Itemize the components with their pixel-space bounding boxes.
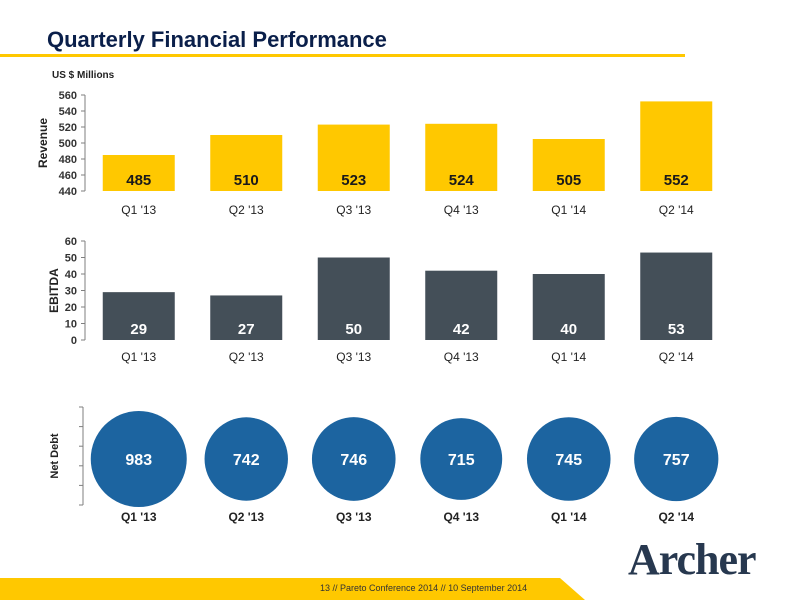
ebitda-data-label: 27 bbox=[238, 321, 255, 338]
net-debt-bubble bbox=[311, 417, 396, 501]
revenue-y-tick-label: 560 bbox=[59, 90, 77, 102]
ebitda-bar bbox=[317, 257, 390, 340]
net-debt-data-label: 746 bbox=[340, 452, 367, 469]
revenue-category-label: Q1 '13 bbox=[121, 203, 156, 217]
footer-text: 13 // Pareto Conference 2014 // 10 Septe… bbox=[320, 583, 528, 593]
net-debt-category-label: Q1 '14 bbox=[551, 510, 587, 524]
net-debt-category-label: Q1 '13 bbox=[121, 510, 157, 524]
units-label: US $ Millions bbox=[52, 70, 115, 81]
ebitda-category-label: Q3 '13 bbox=[336, 350, 371, 364]
revenue-data-label: 510 bbox=[234, 172, 259, 189]
ebitda-bar bbox=[425, 270, 498, 340]
ebitda-y-tick-label: 50 bbox=[65, 253, 77, 265]
ebitda-data-label: 50 bbox=[345, 321, 362, 338]
net-debt-data-label: 983 bbox=[125, 452, 152, 469]
revenue-category-label: Q2 '14 bbox=[659, 203, 694, 217]
net-debt-bubble bbox=[420, 418, 503, 500]
net-debt-category-label: Q4 '13 bbox=[443, 510, 479, 524]
net-debt-data-label: 757 bbox=[663, 452, 690, 469]
revenue-y-tick-label: 540 bbox=[59, 106, 77, 118]
net-debt-data-label: 715 bbox=[448, 452, 475, 469]
net-debt-data-label: 745 bbox=[555, 452, 582, 469]
revenue-data-label: 485 bbox=[126, 172, 151, 189]
net-debt-bubble bbox=[204, 417, 288, 501]
ebitda-y-tick-label: 30 bbox=[65, 286, 77, 298]
ebitda-category-label: Q1 '13 bbox=[121, 350, 156, 364]
net-debt-category-label: Q2 '14 bbox=[658, 510, 694, 524]
ebitda-y-tick-label: 60 bbox=[65, 236, 77, 248]
ebitda-bar bbox=[640, 252, 713, 340]
revenue-category-label: Q3 '13 bbox=[336, 203, 371, 217]
revenue-data-label: 505 bbox=[556, 172, 581, 189]
revenue-axis-title: Revenue bbox=[36, 118, 50, 168]
net-debt-bubble bbox=[90, 411, 187, 507]
footer-band bbox=[0, 578, 585, 600]
ebitda-category-label: Q4 '13 bbox=[444, 350, 479, 364]
ebitda-y-tick-label: 0 bbox=[71, 335, 77, 347]
ebitda-data-label: 40 bbox=[560, 321, 577, 338]
ebitda-bar bbox=[210, 295, 283, 340]
ebitda-bar bbox=[532, 274, 605, 340]
net-debt-bubble bbox=[634, 416, 719, 502]
revenue-bar bbox=[532, 139, 605, 191]
revenue-bar bbox=[317, 124, 390, 191]
net-debt-bubble bbox=[526, 417, 611, 501]
revenue-category-label: Q2 '13 bbox=[229, 203, 264, 217]
revenue-y-tick-label: 440 bbox=[59, 186, 77, 198]
revenue-data-label: 552 bbox=[664, 172, 689, 189]
revenue-bar bbox=[102, 155, 175, 191]
net-debt-category-label: Q3 '13 bbox=[336, 510, 372, 524]
ebitda-y-tick-label: 40 bbox=[65, 269, 77, 281]
ebitda-y-tick-label: 10 bbox=[65, 319, 77, 331]
revenue-bar bbox=[640, 101, 713, 191]
revenue-category-label: Q4 '13 bbox=[444, 203, 479, 217]
ebitda-category-label: Q2 '13 bbox=[229, 350, 264, 364]
net-debt-axis-title: Net Debt bbox=[49, 433, 61, 479]
revenue-y-tick-label: 520 bbox=[59, 122, 77, 134]
revenue-y-tick-label: 460 bbox=[59, 170, 77, 182]
ebitda-data-label: 42 bbox=[453, 321, 470, 338]
archer-logo: Archer bbox=[628, 535, 757, 584]
revenue-y-tick-label: 480 bbox=[59, 154, 77, 166]
net-debt-data-label: 742 bbox=[233, 452, 260, 469]
revenue-data-label: 524 bbox=[449, 172, 475, 189]
ebitda-category-label: Q2 '14 bbox=[659, 350, 694, 364]
net-debt-category-label: Q2 '13 bbox=[228, 510, 264, 524]
ebitda-axis-title: EBITDA bbox=[47, 268, 61, 313]
revenue-bar bbox=[425, 123, 498, 191]
ebitda-category-label: Q1 '14 bbox=[551, 350, 586, 364]
revenue-bar bbox=[210, 135, 283, 191]
title-underline bbox=[0, 54, 685, 57]
ebitda-y-tick-label: 20 bbox=[65, 302, 77, 314]
ebitda-data-label: 53 bbox=[668, 321, 685, 338]
ebitda-bar bbox=[102, 292, 175, 340]
ebitda-data-label: 29 bbox=[130, 321, 147, 338]
page-title: Quarterly Financial Performance bbox=[47, 27, 387, 52]
revenue-data-label: 523 bbox=[341, 172, 366, 189]
revenue-category-label: Q1 '14 bbox=[551, 203, 586, 217]
revenue-y-tick-label: 500 bbox=[59, 138, 77, 150]
